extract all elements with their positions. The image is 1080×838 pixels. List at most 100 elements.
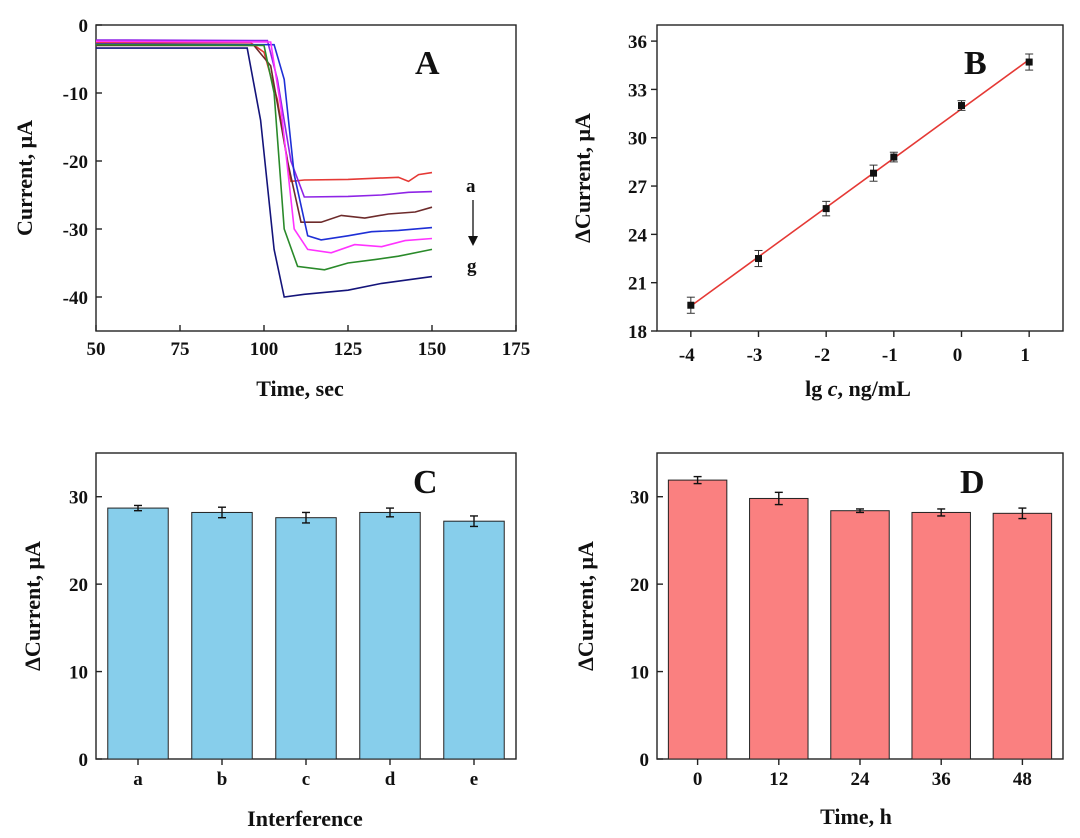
panel-d-y-tick-label: 20 <box>630 575 649 596</box>
panel-b-y-tick-label: 36 <box>628 32 647 53</box>
panel-c-x-tick-label: d <box>385 769 396 790</box>
panel-b-y-tick-label: 33 <box>628 80 647 101</box>
panel-b-x-tick-label: 0 <box>953 345 963 366</box>
panel-c-x-tick-label: c <box>302 769 310 790</box>
panel-d-x-axis-label: Time, h <box>820 804 892 829</box>
panel-b-data-point <box>870 169 878 177</box>
panel-a-series-line-c <box>96 44 433 223</box>
panel-d-y-axis-label: ΔCurrent, μA <box>573 541 598 671</box>
panel-c-x-tick-label: a <box>133 769 143 790</box>
panel-d-x-tick-label: 24 <box>851 769 871 790</box>
panel-b-x-tick-label: -1 <box>882 345 898 366</box>
panel-b-calibration: -4 -3 -2 -1 0 1 18 21 24 27 30 33 36 B lg c, ng/mL Δ… <box>570 24 1064 401</box>
panel-b-fit-line <box>690 58 1030 307</box>
panel-c-label: C <box>413 464 438 501</box>
panel-a-y-tick-label: -40 <box>63 288 88 309</box>
panel-b-y-tick-label: 27 <box>628 177 648 198</box>
panel-b-data-point <box>1025 58 1033 66</box>
panel-b-data-point <box>755 255 762 263</box>
panel-b-plot <box>686 53 1034 314</box>
panel-c-bar <box>443 520 505 760</box>
panel-a-y-tick-label: -20 <box>63 152 88 173</box>
panel-a-series-line-b <box>95 39 433 198</box>
panel-a-y-axis-label: Current, μA <box>12 120 37 236</box>
panel-c-y-tick-label: 0 <box>79 750 89 771</box>
panel-d-y-tick-label: 10 <box>630 663 649 684</box>
panel-d-x-tick-label: 48 <box>1013 769 1032 790</box>
panel-a-ticks: 50 75 100 125 150 175 0 -10 -20 -30 -40 <box>63 16 531 360</box>
panel-b-data-point <box>822 205 830 213</box>
panel-b-x-label-post: , ng/mL <box>838 376 911 401</box>
panel-a-frame <box>95 24 517 332</box>
panel-c-y-tick-label: 10 <box>69 663 88 684</box>
panel-b-data-point <box>890 153 898 161</box>
panel-b-data-point <box>687 301 695 309</box>
panel-b-y-axis-label: ΔCurrent, μA <box>570 113 595 243</box>
panel-d-x-tick-label: 36 <box>932 769 951 790</box>
panel-d-bar <box>992 512 1053 760</box>
panel-b-ticks: -4 -3 -2 -1 0 1 18 21 24 27 30 33 36 <box>628 32 1030 366</box>
panel-b-x-tick-label: -4 <box>679 345 695 366</box>
panel-a-series-line-e <box>95 40 433 254</box>
panel-b-x-label-pre: lg <box>805 376 828 401</box>
panel-a-y-tick-label: -10 <box>63 84 88 105</box>
panel-d-label: D <box>960 464 985 501</box>
panel-c-bar <box>359 511 421 760</box>
panel-b-y-tick-label: 30 <box>628 129 647 150</box>
panel-c-x-tick-label: b <box>217 769 228 790</box>
panel-d-bar <box>749 497 809 760</box>
panel-a-current-vs-time: 50 75 100 125 150 175 0 -10 -20 -30 -40 A a g Time… <box>12 16 530 401</box>
panel-c-bar <box>191 511 253 760</box>
panel-d-bar <box>911 511 971 760</box>
panel-a-x-tick-label: 175 <box>502 339 531 360</box>
panel-b-x-tick-label: -2 <box>814 345 830 366</box>
panel-c-y-axis-label: ΔCurrent, μA <box>20 541 45 671</box>
panel-d-bar <box>667 479 728 760</box>
panel-b-x-label-var: c <box>828 376 838 401</box>
panel-a-annotation-a: a <box>466 176 476 197</box>
panel-c-bar <box>275 517 337 760</box>
panel-a-x-axis-label: Time, sec <box>256 376 344 401</box>
panel-a-y-tick-label: -30 <box>63 220 88 241</box>
panel-a-x-tick-label: 100 <box>250 339 279 360</box>
panel-b-data-point <box>958 102 965 110</box>
panel-a-series-group <box>95 39 433 298</box>
panel-b-label: B <box>964 45 987 82</box>
panel-b-x-tick-label: -3 <box>747 345 763 366</box>
panel-b-x-tick-label: 1 <box>1020 345 1030 366</box>
panel-b-y-tick-label: 24 <box>628 225 648 246</box>
panel-a-x-tick-label: 150 <box>418 339 447 360</box>
panel-a-x-tick-label: 125 <box>334 339 363 360</box>
panel-a-annotation-g: g <box>467 256 477 277</box>
panel-d-bar <box>830 510 890 760</box>
panel-d-x-tick-label: 12 <box>769 769 788 790</box>
panel-c-y-tick-label: 20 <box>69 575 88 596</box>
panel-a-label: A <box>415 45 440 82</box>
panel-c-ticks: 0 10 20 30 a b c d e <box>69 488 478 790</box>
panel-a-y-tick-label: 0 <box>79 16 89 37</box>
panel-a-series-line-a <box>96 41 433 183</box>
panel-a-series-line-g <box>96 47 433 298</box>
panel-b-y-tick-label: 18 <box>628 322 647 343</box>
panel-c-x-axis-label: Interference <box>247 806 363 831</box>
panel-a-x-tick-label: 50 <box>87 339 106 360</box>
panel-a-arrow-head <box>468 236 478 246</box>
panel-d-y-tick-label: 30 <box>630 488 649 509</box>
panel-d-y-tick-label: 0 <box>640 750 650 771</box>
panel-d-stability: 0 10 20 30 0 12 24 36 48 D Time, h ΔCurrent, μA <box>573 452 1064 829</box>
panel-b-frame <box>656 24 1064 332</box>
panel-a-series-line-f <box>95 43 433 271</box>
panel-b-y-tick-label: 21 <box>628 274 647 295</box>
panel-d-bars <box>667 475 1053 760</box>
panel-a-series-line-d <box>95 43 433 241</box>
panel-d-ticks: 0 10 20 30 0 12 24 36 48 <box>630 488 1032 790</box>
panel-a-x-tick-label: 75 <box>171 339 190 360</box>
panel-b-x-axis-label: lg c, ng/mL <box>805 376 911 401</box>
panel-c-y-tick-label: 30 <box>69 488 88 509</box>
panel-c-bars <box>107 504 505 760</box>
panel-d-x-tick-label: 0 <box>693 769 703 790</box>
panel-c-interference: 0 10 20 30 a b c d e C Interference ΔCurrent, μA <box>20 452 517 831</box>
panel-c-x-tick-label: e <box>470 769 478 790</box>
panel-c-bar <box>107 507 169 760</box>
